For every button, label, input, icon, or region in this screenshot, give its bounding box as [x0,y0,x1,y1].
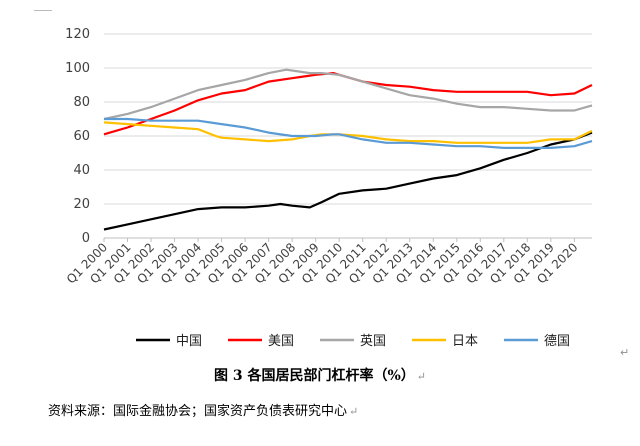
series-line-英国 [103,68,593,121]
y-tick-label: 80 [73,95,90,110]
y-tick-labels: 0 20 40 60 80 100 120 [65,27,90,246]
y-tick-label: 60 [73,129,90,144]
gridlines [104,33,592,205]
y-tick-label: 100 [65,61,90,76]
legend-label-德国: 德国 [544,334,570,349]
axes [103,237,592,242]
figure-caption: 图 3 各国居民部门杠杆率（%） ↵ [0,365,640,385]
series-lines [103,68,593,231]
paragraph-mark: ↵ [620,346,630,359]
y-tick-label: 20 [73,197,90,212]
y-tick-label: 0 [82,231,90,246]
source-text: 资料来源：国际金融协会；国家资产负债表研究中心 [48,404,348,419]
top-rule [34,10,52,11]
series-line-德国 [104,117,593,149]
y-tick-label: 120 [65,27,90,42]
legend-label-美国: 美国 [268,334,294,349]
series-line-美国 [103,72,593,136]
return-mark: ↵ [349,405,359,418]
source-note: 资料来源：国际金融协会；国家资产负债表研究中心 ↵ [48,400,358,419]
legend: 中国 美国 英国 日本 德国 [136,334,570,349]
series-line-中国 [103,131,593,231]
caption-title: 图 3 各国居民部门杠杆率（%） [213,368,415,384]
y-tick-label: 40 [73,163,90,178]
return-mark: ↵ [416,370,426,383]
legend-label-英国: 英国 [360,334,386,349]
series-line-日本 [103,121,593,144]
legend-label-中国: 中国 [176,334,202,349]
legend-label-日本: 日本 [452,334,478,349]
